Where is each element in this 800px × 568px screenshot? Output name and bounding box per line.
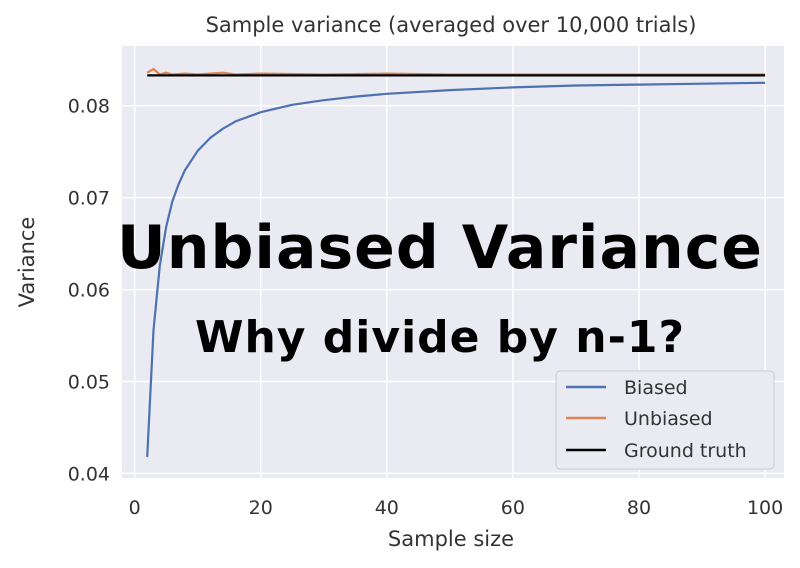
x-tick-label: 40 (375, 497, 399, 519)
legend-box (555, 370, 775, 470)
y-axis-label: Variance (15, 217, 39, 308)
x-tick-labels: 0 20 40 60 80 100 (129, 497, 784, 519)
y-tick-label: 0.08 (68, 96, 110, 118)
y-tick-labels: 0.04 0.05 0.06 0.07 0.08 (68, 96, 110, 486)
legend-label-unbiased: Unbiased (624, 408, 713, 430)
headline: Unbiased Variance (117, 213, 763, 283)
y-tick-label: 0.06 (68, 280, 110, 302)
legend-label-ground-truth: Ground truth (624, 440, 747, 462)
x-tick-label: 80 (627, 497, 651, 519)
x-tick-label: 20 (249, 497, 273, 519)
grid-lines (122, 46, 784, 478)
series-line-biased (146, 81, 766, 457)
x-axis-label: Sample size (388, 527, 514, 551)
x-tick-label: 60 (501, 497, 525, 519)
chart-title: Sample variance (averaged over 10,000 tr… (206, 13, 697, 37)
legend-label-biased: Biased (624, 377, 688, 399)
y-tick-label: 0.07 (68, 188, 110, 210)
y-tick-label: 0.05 (68, 371, 110, 393)
subheadline: Why divide by n-1? (195, 312, 685, 363)
y-tick-label: 0.04 (68, 463, 110, 485)
x-tick-label: 0 (129, 497, 141, 519)
x-tick-label: 100 (747, 497, 783, 519)
legend: Biased Unbiased Ground truth (555, 370, 775, 470)
series-layer (146, 67, 766, 457)
